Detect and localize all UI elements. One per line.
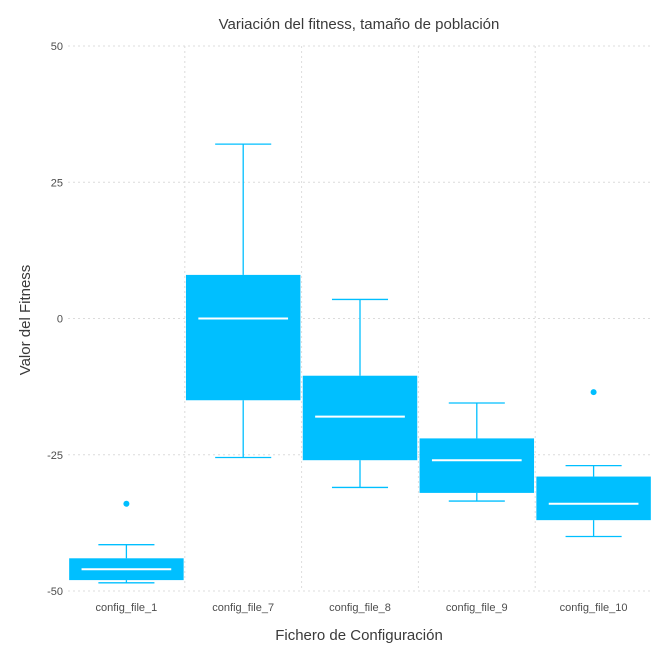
- y-tick-label: -25: [47, 450, 63, 462]
- box-iqr: [419, 438, 535, 493]
- boxes: [69, 143, 651, 584]
- outlier-point: [123, 500, 130, 507]
- y-tick-label: 25: [51, 177, 63, 189]
- box-iqr: [302, 375, 418, 461]
- x-axis-label: Fichero de Configuración: [275, 627, 443, 644]
- y-tick-label: -50: [47, 586, 63, 598]
- y-tick-label: 50: [51, 41, 63, 53]
- box-group: [185, 143, 301, 459]
- outlier-point: [590, 389, 597, 396]
- x-tick-label: config_file_10: [560, 602, 628, 614]
- box-group: [69, 500, 184, 584]
- x-tick-label: config_file_8: [329, 602, 391, 614]
- box-iqr: [185, 274, 301, 401]
- x-tick-labels: config_file_1 config_file_7 config_file_8 c…: [96, 602, 628, 614]
- x-tick-label: config_file_9: [446, 602, 508, 614]
- box-group: [536, 389, 651, 538]
- box-group: [302, 298, 418, 489]
- x-tick-label: config_file_7: [212, 602, 274, 614]
- box-group: [419, 402, 535, 502]
- x-tick-label: config_file_1: [96, 602, 158, 614]
- box-iqr: [536, 476, 651, 521]
- chart-title: Variación del fitness, tamaño de poblaci…: [219, 16, 500, 33]
- y-tick-labels: -50 -25 0 25 50: [47, 41, 63, 598]
- y-axis-label: Valor del Fitness: [17, 265, 34, 376]
- y-tick-label: 0: [57, 314, 63, 326]
